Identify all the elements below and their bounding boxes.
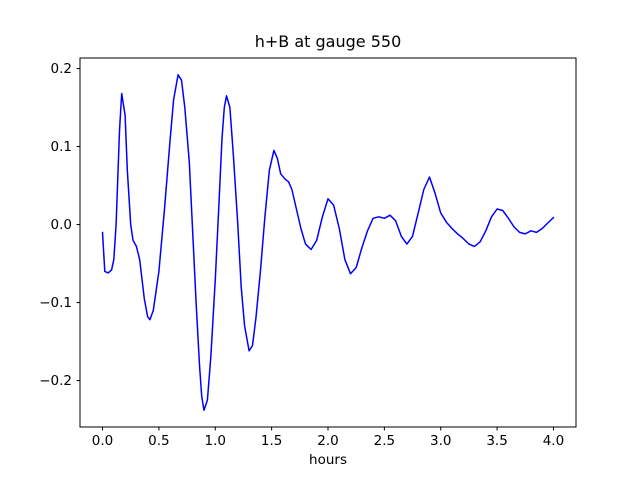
line-series bbox=[101, 74, 555, 411]
x-axis-label: hours bbox=[309, 452, 347, 468]
x-tick-label: 1.5 bbox=[261, 433, 282, 449]
axes: 0.0 0.5 1.0 1.5 2.0 2.5 3.0 3.5 4.0 −0.2 −0.1 0.0 0.… bbox=[39, 57, 577, 449]
y-tick-label: 0.0 bbox=[51, 217, 72, 233]
x-tick-label: 2.0 bbox=[317, 433, 338, 449]
y-tick-label: −0.2 bbox=[39, 373, 72, 389]
y-tick-label: 0.2 bbox=[51, 61, 72, 77]
y-tick-label: −0.1 bbox=[39, 295, 72, 311]
x-tick-label: 0.5 bbox=[148, 433, 169, 449]
chart-title: h+B at gauge 550 bbox=[255, 32, 402, 51]
x-tick-label: 2.5 bbox=[374, 433, 395, 449]
x-tick-label: 3.0 bbox=[430, 433, 451, 449]
data-line bbox=[101, 74, 555, 411]
x-tick-label: 4.0 bbox=[543, 433, 564, 449]
x-tick-label: 3.5 bbox=[486, 433, 507, 449]
x-tick-label: 0.0 bbox=[92, 433, 113, 449]
y-tick-label: 0.1 bbox=[51, 139, 72, 155]
x-tick-label: 1.0 bbox=[205, 433, 226, 449]
